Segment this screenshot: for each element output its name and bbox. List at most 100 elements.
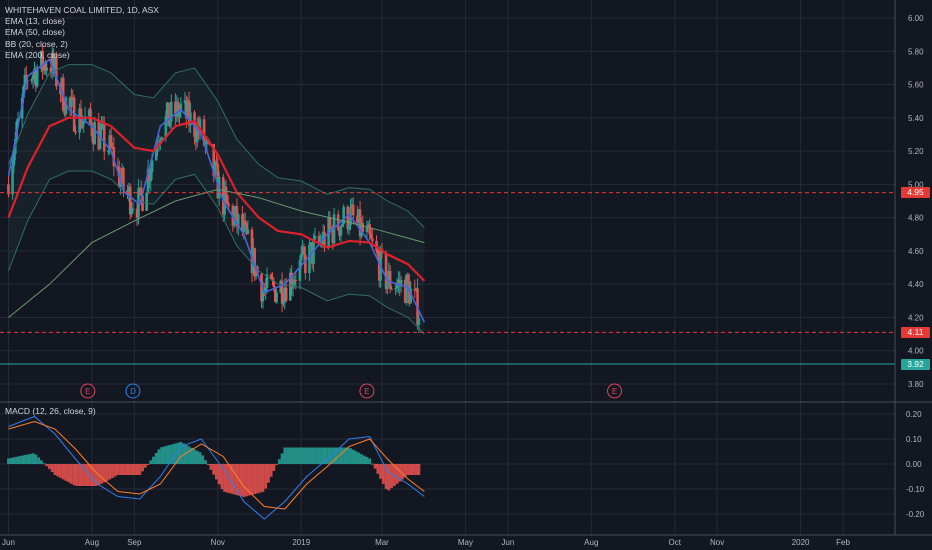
macd-histogram-bar [417, 464, 421, 475]
candle-body [264, 287, 267, 293]
macd-histogram-bar [206, 464, 210, 466]
candle-body [309, 242, 313, 245]
macd-histogram-bar [187, 446, 191, 464]
candle-body [405, 274, 408, 303]
legend-ema200[interactable]: EMA (200, close) [5, 49, 70, 60]
macd-histogram-bar [398, 464, 402, 482]
macd-histogram-bar [31, 453, 35, 464]
legend-title: WHITEHAVEN COAL LIMITED, 1D, ASX [5, 5, 159, 15]
candle-body [328, 216, 332, 229]
time-tick-label: Oct [669, 538, 682, 547]
macd-histogram-bar [28, 453, 32, 464]
macd-histogram-bar [80, 464, 84, 486]
macd-histogram-bar [135, 464, 139, 475]
macd-histogram-bar [236, 464, 240, 496]
candle-body [390, 288, 393, 290]
price-tick-label: 5.60 [908, 81, 924, 90]
candle-body [414, 288, 418, 291]
macd-histogram-bar [45, 464, 49, 467]
candle-body [298, 260, 302, 281]
candle-body [30, 79, 34, 81]
candle-body [282, 301, 285, 304]
macd-histogram-bar [163, 446, 166, 464]
macd-histogram-bar [299, 447, 303, 464]
candle-body [116, 166, 120, 168]
candle-body [406, 274, 410, 282]
candle-body [387, 271, 391, 284]
candle-body [81, 123, 84, 128]
candle-body [111, 146, 114, 148]
macd-histogram-bar [56, 464, 60, 477]
macd-histogram-bar [302, 447, 306, 464]
price-tick-label: 5.40 [908, 114, 924, 123]
price-tick-label: 4.80 [908, 214, 924, 223]
legend-ema50[interactable]: EMA (50, close) [5, 27, 65, 38]
macd-histogram-bar [277, 459, 281, 464]
candle-body [260, 273, 263, 302]
candle-body [275, 292, 278, 302]
macd-histogram-bar [53, 464, 57, 475]
macd-histogram-bar [373, 464, 377, 469]
candle-body [55, 57, 58, 87]
macd-histogram-bar [61, 464, 65, 480]
macd-histogram-bar [34, 454, 38, 464]
price-tick-label: 4.60 [908, 247, 924, 256]
candle-body [350, 204, 354, 207]
event-marker-label: D [130, 387, 136, 396]
signal-line [8, 420, 425, 510]
macd-histogram-bar [94, 464, 98, 486]
macd-histogram-bar [130, 464, 134, 475]
macd-histogram-bar [113, 464, 117, 477]
candle-body [12, 153, 16, 166]
macd-histogram-bar [349, 448, 352, 464]
time-tick-label: Mar [375, 538, 389, 547]
macd-histogram-bar [412, 464, 415, 475]
macd-histogram-bar [132, 464, 136, 475]
event-marker-label: E [85, 387, 90, 396]
macd-tick-label: 0.10 [906, 435, 922, 444]
macd-histogram-bar [220, 464, 224, 490]
macd-histogram-bar [351, 449, 355, 464]
macd-histogram-bar [250, 464, 254, 495]
macd-histogram-bar [209, 464, 213, 470]
macd-histogram-bar [152, 456, 155, 464]
candle-body [293, 279, 296, 285]
macd-legend[interactable]: MACD (12, 26, close, 9) [5, 406, 96, 416]
candle-body [399, 279, 403, 287]
candle-body [42, 63, 46, 71]
candle-body [256, 267, 259, 274]
candle-body [183, 100, 187, 104]
macd-histogram-bar [231, 464, 235, 495]
candle-body [87, 109, 91, 117]
candle-body [216, 163, 220, 199]
candle-body [279, 280, 283, 293]
candle-body [377, 255, 381, 281]
main-legend: WHITEHAVEN COAL LIMITED, 1D, ASX EMA (13… [5, 5, 159, 61]
macd-histogram-bar [127, 464, 131, 475]
macd-histogram-bar [256, 464, 259, 494]
candle-body [135, 208, 139, 218]
candle-body [360, 223, 363, 237]
macd-histogram-bar [102, 464, 106, 483]
candle-body [330, 227, 333, 229]
candle-body [388, 271, 392, 289]
candle-body [59, 86, 62, 95]
macd-histogram-bar [89, 464, 92, 486]
macd-tick-label: -0.20 [906, 510, 925, 519]
candle-body [193, 112, 196, 137]
macd-histogram-bar [72, 464, 76, 486]
candle-body [327, 216, 330, 247]
time-tick-label: May [458, 538, 473, 547]
macd-histogram-bar [116, 464, 120, 475]
macd-histogram-bar [18, 456, 21, 464]
candle-body [45, 67, 49, 71]
legend-bb[interactable]: BB (20, close, 2) [5, 38, 68, 49]
macd-histogram-bar [234, 464, 237, 495]
macd-histogram-bar [239, 464, 243, 497]
macd-histogram-bar [15, 456, 19, 464]
candle-body [397, 279, 400, 284]
candle-body [394, 288, 397, 290]
candle-body [139, 187, 143, 196]
legend-ema13[interactable]: EMA (13, close) [5, 16, 65, 27]
